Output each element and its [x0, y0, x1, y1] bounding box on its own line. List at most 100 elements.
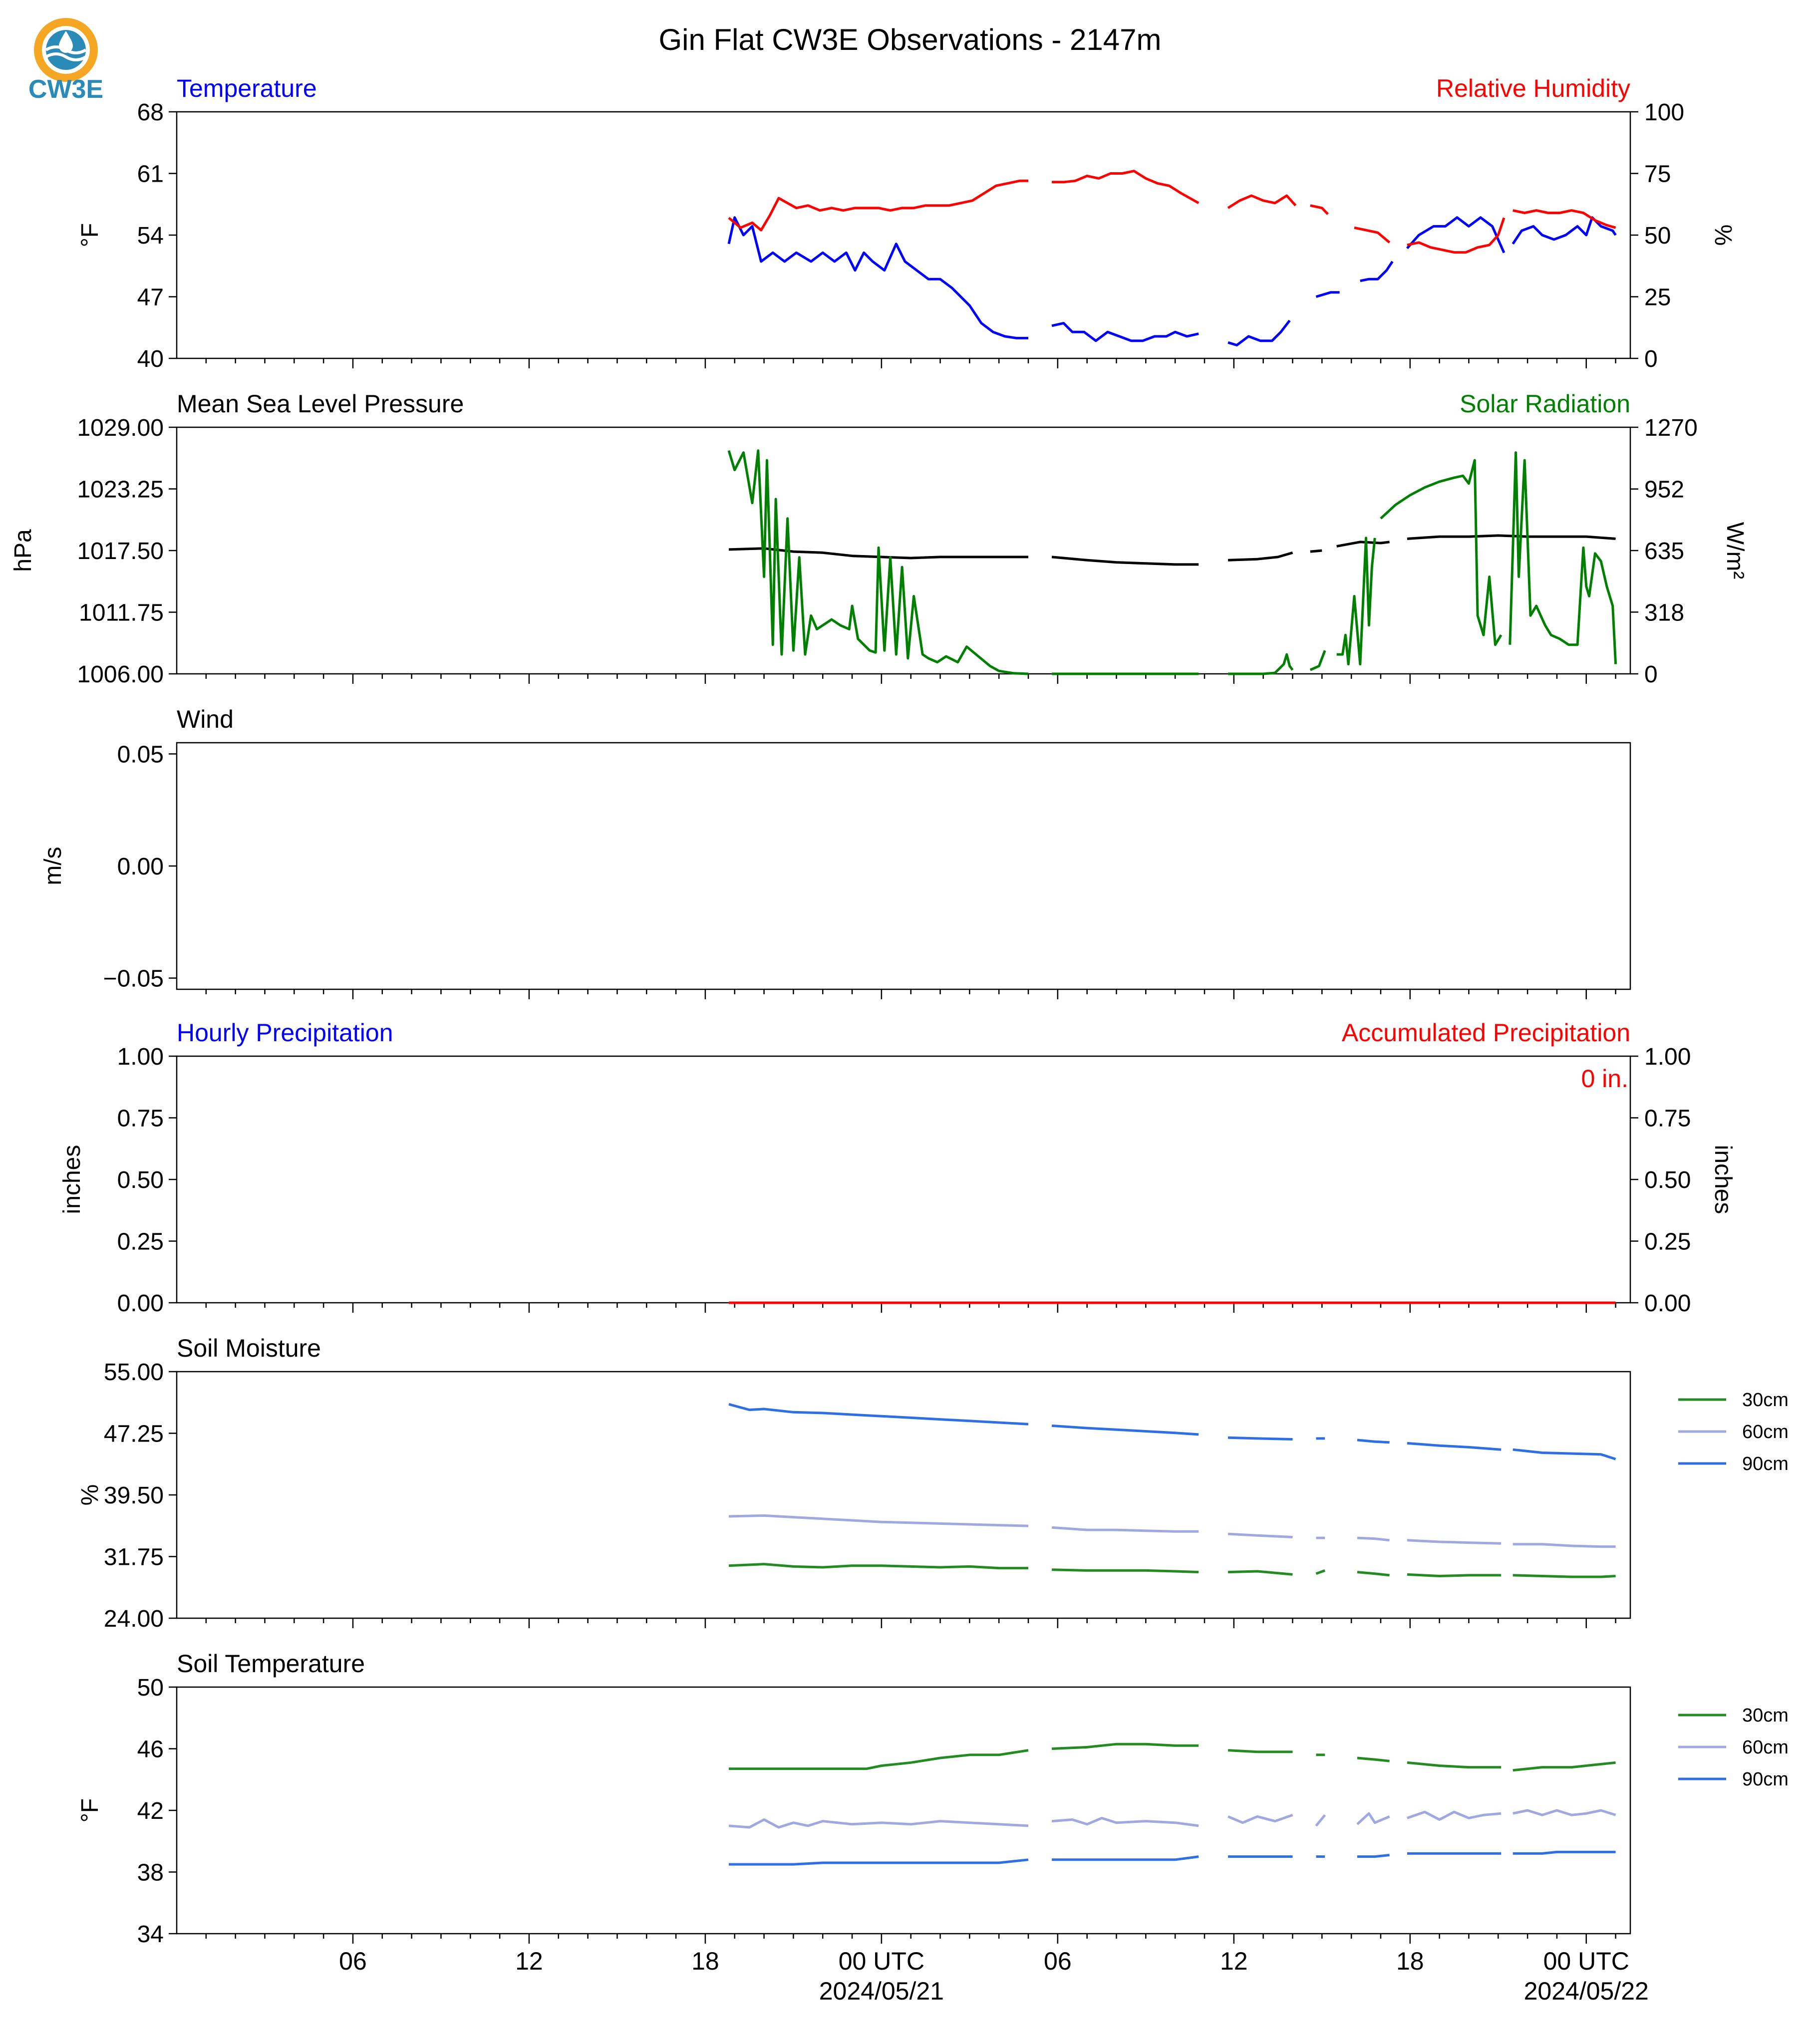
series-line-60cm — [1513, 1809, 1616, 1816]
y-right-tick-label: 0.25 — [1644, 1229, 1691, 1255]
x-date-label: 2024/05/21 — [819, 1977, 944, 2005]
y-right-tick-label: 50 — [1644, 223, 1671, 249]
series-line-30cm — [1227, 1749, 1293, 1753]
y-tick-label: 46 — [137, 1737, 164, 1763]
series-line-0 — [1360, 261, 1394, 283]
series-line-0 — [1336, 541, 1390, 548]
y-tick-label: 0.50 — [117, 1167, 164, 1193]
series-line-30cm — [729, 1749, 1029, 1770]
panels: Temperature Relative Humidity 68 61 54 47 40 °F… — [10, 74, 1789, 2005]
logo-ring — [34, 18, 98, 82]
series-line-90cm — [728, 1403, 1029, 1426]
series-line-30cm — [1407, 1761, 1502, 1769]
plot-frame — [176, 426, 1631, 675]
series-line-1 — [1228, 653, 1294, 675]
series-line-60cm — [1513, 1543, 1616, 1548]
y-axis-label: % — [77, 1484, 103, 1506]
legend-label: 90cm — [1742, 1453, 1789, 1474]
panel-title-right: Accumulated Precipitation — [1342, 1019, 1630, 1047]
series-line-1 — [1407, 217, 1506, 254]
series-line-0 — [1310, 549, 1322, 553]
panel-5: Soil Moisture 55.00 47.25 39.50 31.75 24.00% 3… — [77, 1334, 1789, 1632]
legend-label: 90cm — [1742, 1769, 1789, 1790]
y-right-tick-label: 100 — [1644, 99, 1684, 126]
legend-label: 30cm — [1742, 1390, 1789, 1411]
series-line-1 — [1309, 650, 1326, 671]
y-right-tick-label: 318 — [1644, 599, 1684, 626]
panel-title-left: Wind — [177, 705, 234, 733]
panel-title-left: Temperature — [177, 74, 317, 102]
panel-3: Wind 0.05 0.00 −0.05 m/s — [40, 705, 1631, 999]
y-tick-label: 1011.75 — [79, 600, 164, 626]
series-line-60cm — [1227, 1813, 1293, 1824]
series-line-30cm — [1407, 1573, 1502, 1577]
series-line-1 — [1380, 459, 1503, 646]
y-right-tick-label: 0.75 — [1644, 1106, 1691, 1132]
series-line-30cm — [1513, 1574, 1616, 1578]
y-right-tick-label: 25 — [1644, 285, 1671, 311]
series-line-90cm — [1513, 1448, 1616, 1460]
x-date-label: 2024/05/22 — [1524, 1977, 1649, 2005]
y-right-axis-label: % — [1710, 225, 1736, 246]
series-line-60cm — [1357, 1536, 1390, 1542]
x-tick-label: 12 — [1220, 1947, 1248, 1975]
figure-title: Gin Flat CW3E Observations - 2147m — [658, 23, 1161, 56]
series-line-30cm — [728, 1563, 1028, 1570]
x-tick-label: 00 UTC — [839, 1947, 924, 1975]
series-line-1 — [1336, 537, 1376, 666]
accumulated-total-label: 0 in. — [1581, 1065, 1628, 1093]
series-line-0 — [1315, 291, 1340, 298]
logo-wave-line — [45, 52, 87, 61]
y-axis-label: m/s — [40, 847, 66, 885]
logo-text: CW3E — [28, 75, 103, 104]
series-line-90cm — [1357, 1854, 1390, 1858]
y-axis-label: °F — [77, 223, 103, 248]
y-right-tick-label: 1270 — [1644, 415, 1698, 441]
y-right-tick-label: 0 — [1644, 661, 1658, 688]
x-tick-label: 18 — [1396, 1947, 1424, 1975]
series-line-30cm — [1357, 1571, 1390, 1577]
panel-title-left: Mean Sea Level Pressure — [177, 390, 464, 418]
series-line-0 — [1051, 321, 1199, 342]
y-axis-label: °F — [77, 1798, 103, 1823]
series-line-60cm — [728, 1818, 1029, 1829]
series-line-90cm — [1051, 1424, 1199, 1436]
x-tick-label: 18 — [691, 1947, 719, 1975]
y-tick-label: 55.00 — [104, 1359, 164, 1386]
y-right-axis-label: inches — [1710, 1145, 1736, 1214]
y-tick-label: 61 — [137, 161, 164, 188]
series-line-0 — [1512, 216, 1617, 245]
y-right-tick-label: 75 — [1644, 161, 1671, 188]
y-tick-label: 47.25 — [104, 1421, 164, 1448]
y-right-tick-label: 952 — [1644, 477, 1684, 503]
y-right-tick-label: 0 — [1644, 346, 1658, 372]
y-tick-label: 0.05 — [117, 741, 164, 768]
series-line-60cm — [1315, 1814, 1326, 1827]
series-line-30cm — [1051, 1742, 1199, 1750]
series-line-60cm — [1051, 1526, 1199, 1533]
y-tick-label: 31.75 — [104, 1544, 164, 1571]
cw3e-logo: CW3E — [28, 18, 103, 104]
plot-frame — [176, 111, 1631, 359]
series-line-1 — [727, 449, 1029, 675]
y-right-tick-label: 1.00 — [1644, 1044, 1691, 1070]
series-line-60cm — [1051, 1816, 1199, 1827]
series-line-90cm — [1513, 1850, 1616, 1855]
y-tick-label: 0.75 — [117, 1106, 164, 1132]
y-tick-label: 34 — [137, 1921, 164, 1948]
series-line-30cm — [1513, 1761, 1616, 1772]
panel-title-left: Soil Moisture — [177, 1334, 321, 1362]
series-line-60cm — [1356, 1812, 1390, 1825]
series-line-60cm — [728, 1514, 1029, 1527]
panel-2: Mean Sea Level Pressure Solar Radiation 10… — [10, 390, 1748, 688]
series-line-90cm — [1357, 1439, 1390, 1444]
series-line-90cm — [1407, 1442, 1502, 1451]
y-tick-label: 1023.25 — [77, 477, 164, 503]
series-line-0 — [727, 216, 1028, 339]
y-right-axis-label: W/m² — [1722, 522, 1748, 579]
y-tick-label: 54 — [137, 223, 164, 249]
legend-label: 60cm — [1742, 1422, 1789, 1443]
series-line-1 — [728, 179, 1028, 232]
panel-6: Soil Temperature 50 46 42 38 34 °F 30cm 60cm 90cm — [77, 1650, 1789, 1948]
